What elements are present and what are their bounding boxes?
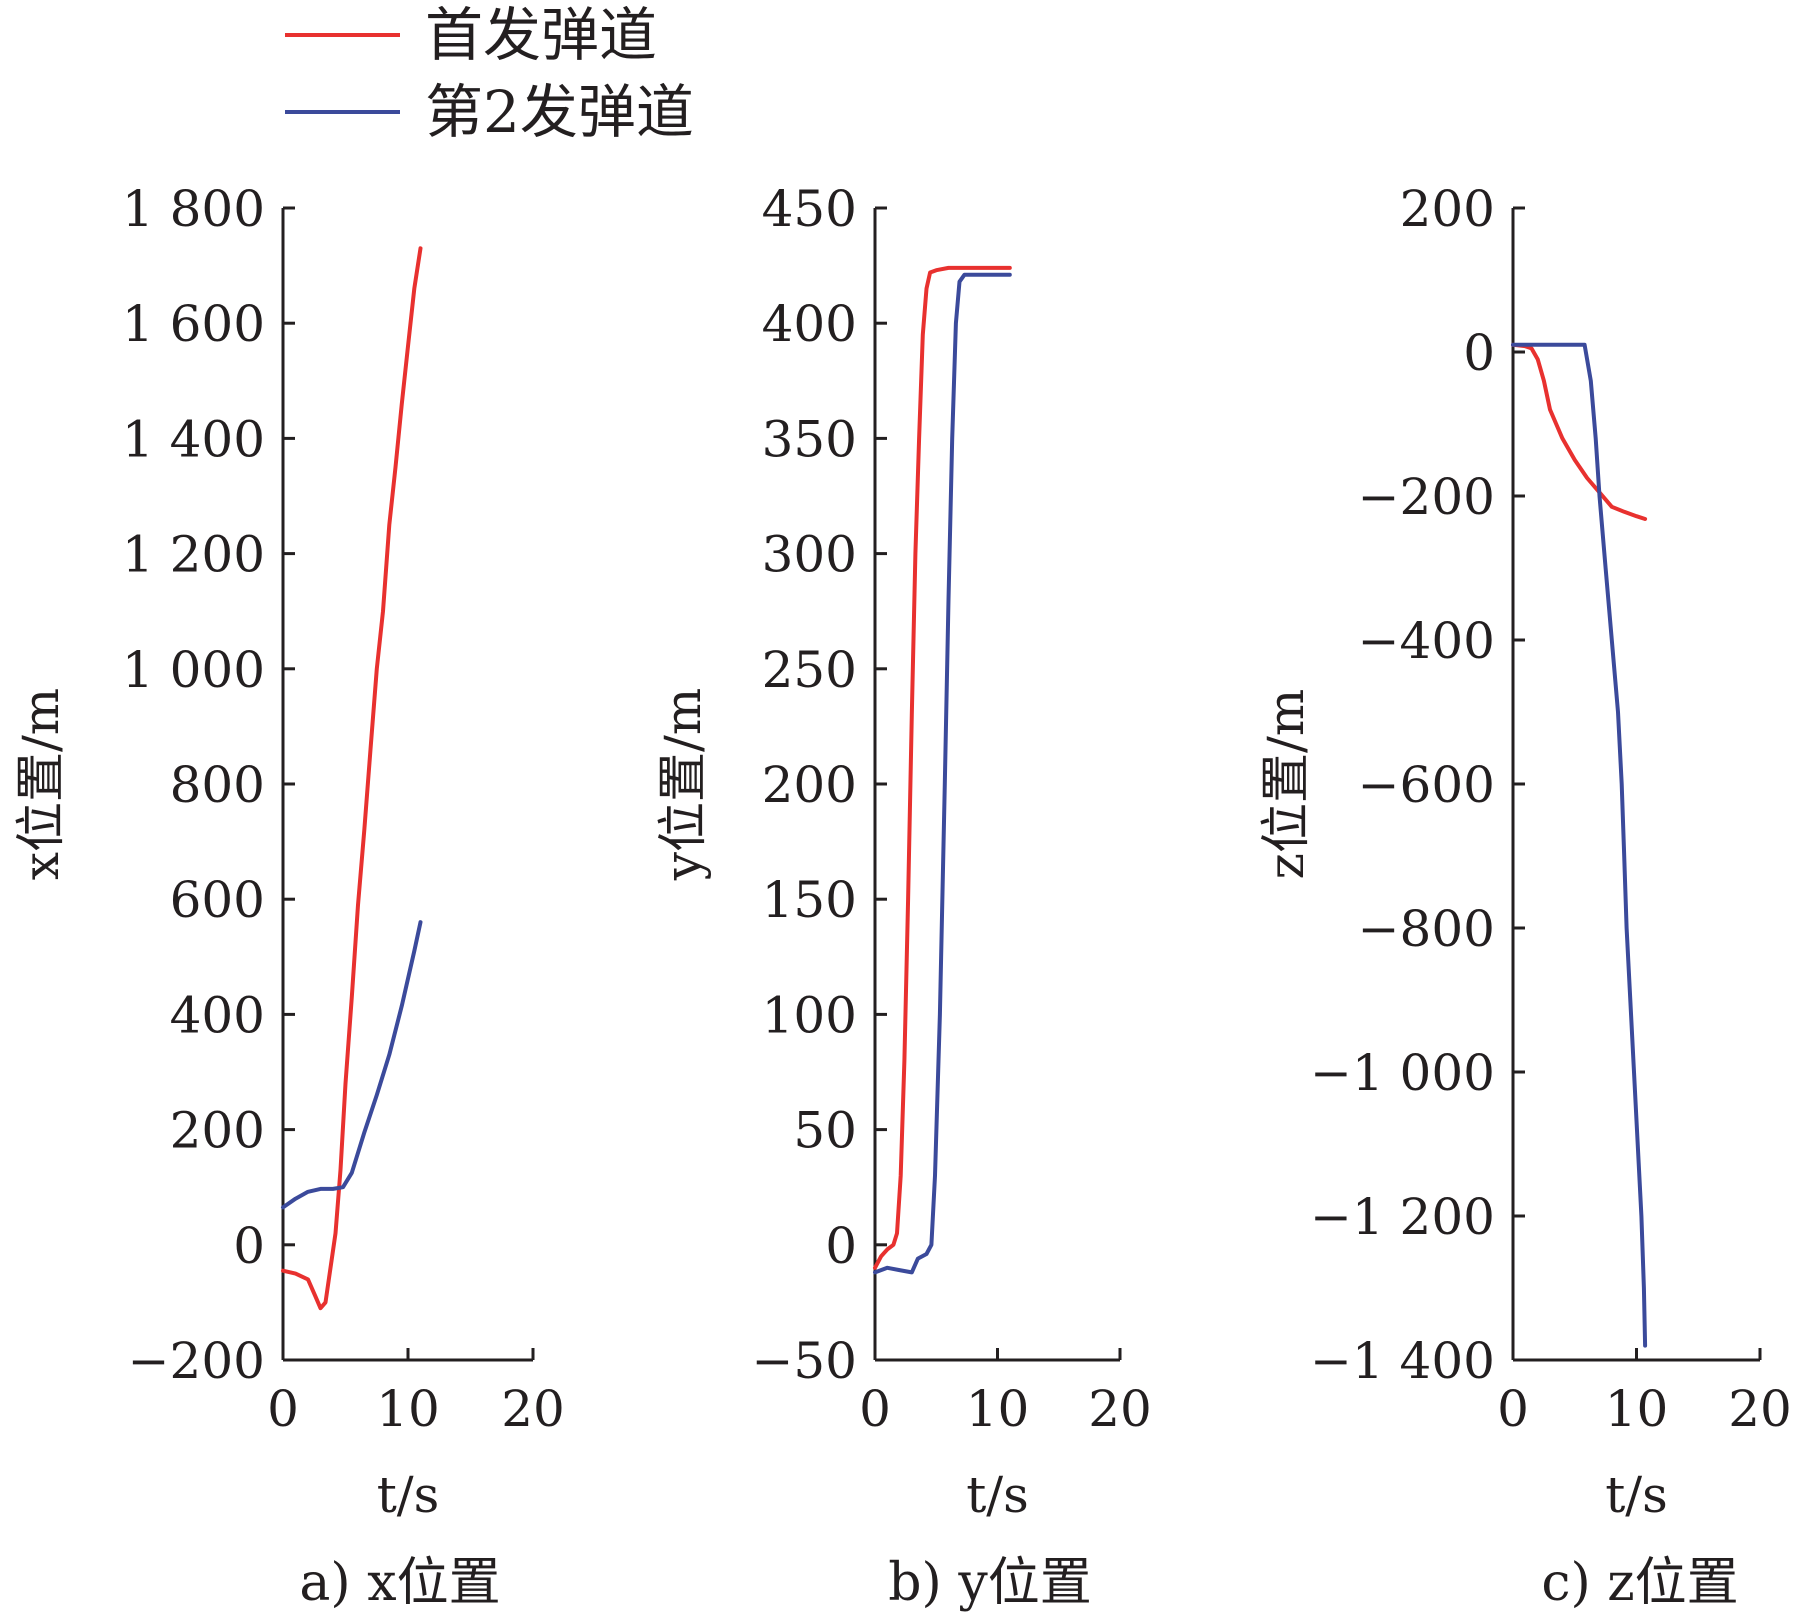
y-tick-label: 100 bbox=[762, 986, 857, 1044]
y-tick-label: 200 bbox=[762, 756, 857, 814]
y-tick-label: 400 bbox=[170, 986, 265, 1044]
y-tick-label: −800 bbox=[1358, 900, 1495, 958]
y-tick-label: −600 bbox=[1358, 756, 1495, 814]
x-tick-label: 20 bbox=[501, 1380, 565, 1438]
panel-caption: b) y位置 bbox=[888, 1553, 1091, 1613]
y-tick-label: 1 000 bbox=[122, 641, 265, 699]
y-tick-label: 1 200 bbox=[122, 526, 265, 584]
y-tick-label: 400 bbox=[762, 295, 857, 353]
legend: 首发弹道 第2发弹道 bbox=[285, 1, 694, 146]
y-tick-label: −400 bbox=[1358, 612, 1495, 670]
y-tick-label: 200 bbox=[1400, 180, 1495, 238]
y-axis-label: x位置/m bbox=[12, 688, 70, 880]
x-tick-label: 0 bbox=[859, 1380, 891, 1438]
x-axis-label: t/s bbox=[1605, 1466, 1668, 1524]
y-tick-label: −200 bbox=[128, 1332, 265, 1390]
legend-label-first-shot: 首发弹道 bbox=[425, 1, 657, 69]
y-tick-label: 350 bbox=[762, 410, 857, 468]
x-axis-label: t/s bbox=[966, 1466, 1029, 1524]
y-tick-label: 450 bbox=[762, 180, 857, 238]
y-tick-label: −1 000 bbox=[1310, 1044, 1495, 1102]
y-tick-label: 50 bbox=[793, 1102, 857, 1160]
y-axis-label: y位置/m bbox=[654, 688, 712, 882]
panel-caption: a) x位置 bbox=[299, 1553, 500, 1613]
y-tick-label: 0 bbox=[825, 1217, 857, 1275]
panel-caption: c) z位置 bbox=[1541, 1553, 1738, 1613]
series-line-first-shot bbox=[873, 265, 1012, 1270]
y-tick-label: 1 400 bbox=[122, 410, 265, 468]
y-tick-label: −1 200 bbox=[1310, 1188, 1495, 1246]
y-tick-label: 150 bbox=[762, 871, 857, 929]
y-tick-label: −1 400 bbox=[1310, 1332, 1495, 1390]
y-tick-label: 0 bbox=[233, 1217, 265, 1275]
x-tick-label: 10 bbox=[1605, 1380, 1669, 1438]
y-tick-label: 600 bbox=[170, 871, 265, 929]
legend-label-second-shot: 第2发弹道 bbox=[425, 78, 694, 146]
y-axis-label: z位置/m bbox=[1257, 689, 1315, 880]
y-tick-label: 250 bbox=[762, 641, 857, 699]
series-line-second-shot bbox=[281, 920, 423, 1210]
series-line-second-shot bbox=[873, 272, 1012, 1275]
x-tick-label: 20 bbox=[1728, 1380, 1792, 1438]
x-tick-label: 10 bbox=[376, 1380, 440, 1438]
y-tick-label: 800 bbox=[170, 756, 265, 814]
x-tick-label: 10 bbox=[966, 1380, 1030, 1438]
y-tick-label: 1 600 bbox=[122, 295, 265, 353]
y-tick-label: −50 bbox=[751, 1332, 857, 1390]
series-line-first-shot bbox=[1511, 342, 1648, 521]
panel-z-position: −1 400 −1 200 −1 000 −800 −600 −400 −200 0 200 0 1… bbox=[1257, 180, 1792, 1613]
x-axis-label: t/s bbox=[377, 1466, 440, 1524]
x-tick-label: 0 bbox=[1497, 1380, 1529, 1438]
series-line-second-shot bbox=[1511, 342, 1648, 1348]
x-tick-label: 0 bbox=[267, 1380, 299, 1438]
y-tick-label: 300 bbox=[762, 526, 857, 584]
y-tick-label: −200 bbox=[1358, 468, 1495, 526]
y-tick-label: 1 800 bbox=[122, 180, 265, 238]
x-tick-label: 20 bbox=[1088, 1380, 1152, 1438]
series-line-first-shot bbox=[281, 246, 423, 1311]
y-tick-label: 0 bbox=[1463, 324, 1495, 382]
y-tick-label: 200 bbox=[170, 1102, 265, 1160]
